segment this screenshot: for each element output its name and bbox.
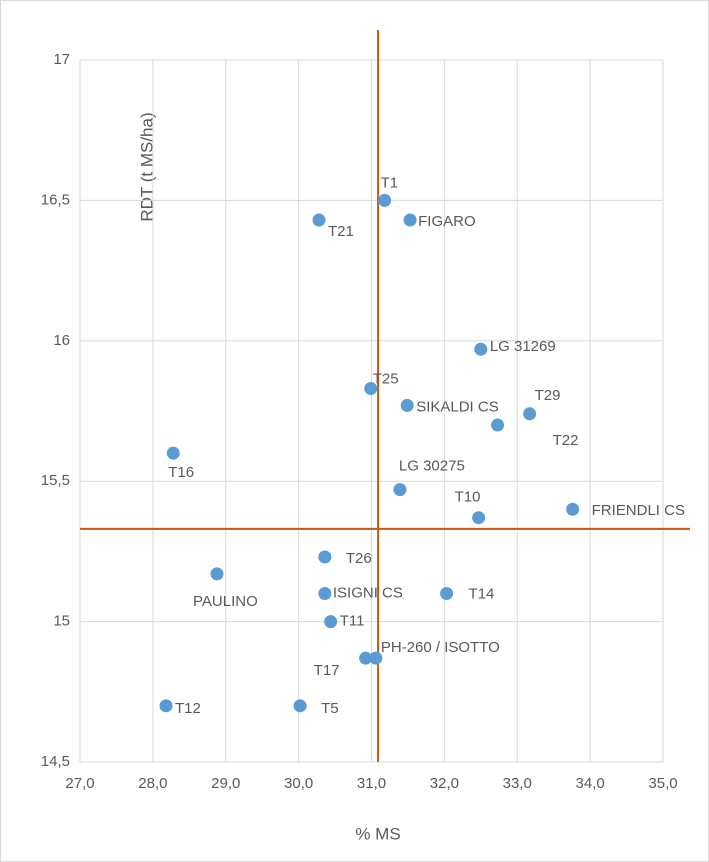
point-label: T11 xyxy=(340,613,365,630)
x-tick-label: 28,0 xyxy=(138,775,167,792)
point xyxy=(318,587,332,601)
y-tick-label: 17 xyxy=(53,51,70,68)
y-tick-label: 16 xyxy=(53,332,70,349)
point xyxy=(393,483,407,497)
y-tick-label: 16,5 xyxy=(41,191,70,208)
point-label: T12 xyxy=(175,700,201,717)
point xyxy=(400,398,414,412)
y-tick-label: 14,5 xyxy=(41,753,70,770)
point xyxy=(210,567,224,581)
point-label: ISIGNI CS xyxy=(333,584,403,601)
point-label: PH-260 / ISOTTO xyxy=(381,639,500,656)
point-label: T17 xyxy=(314,662,340,679)
point xyxy=(324,615,338,629)
point-label: T26 xyxy=(346,550,372,567)
point xyxy=(159,699,173,713)
point xyxy=(523,407,537,421)
point xyxy=(378,193,392,207)
x-tick-label: 35,0 xyxy=(648,775,677,792)
x-tick-label: 31,0 xyxy=(357,775,386,792)
point xyxy=(318,550,332,564)
point xyxy=(472,511,486,525)
point-label: SIKALDI CS xyxy=(416,398,499,415)
y-tick-label: 15 xyxy=(53,613,70,630)
point xyxy=(440,587,454,601)
x-tick-label: 29,0 xyxy=(211,775,240,792)
point-label: LG 30275 xyxy=(399,458,465,475)
point xyxy=(403,213,417,227)
x-tick-label: 32,0 xyxy=(430,775,459,792)
point xyxy=(359,651,373,665)
point-label: T16 xyxy=(168,464,194,481)
y-axis-title: RDT (t MS/ha) xyxy=(137,112,156,221)
point-label: T21 xyxy=(328,223,354,240)
y-tick-label: 15,5 xyxy=(41,472,70,489)
x-tick-label: 27,0 xyxy=(65,775,94,792)
point-label: T10 xyxy=(455,489,481,506)
x-tick-label: 33,0 xyxy=(503,775,532,792)
point-label: LG 31269 xyxy=(490,338,556,355)
x-axis-title: % MS xyxy=(355,824,400,843)
point-label: FRIENDLI CS xyxy=(592,502,685,519)
point-label: FIGARO xyxy=(418,213,476,230)
point-label: T14 xyxy=(469,585,495,602)
point-label: T29 xyxy=(535,387,561,404)
point-label: T22 xyxy=(553,432,579,449)
point xyxy=(566,502,580,516)
point-label: PAULINO xyxy=(193,593,258,610)
point-label: T5 xyxy=(321,700,339,717)
point xyxy=(293,699,307,713)
point xyxy=(166,446,180,460)
point xyxy=(312,213,326,227)
point xyxy=(474,342,488,356)
point xyxy=(364,382,378,396)
point xyxy=(369,651,383,665)
x-tick-label: 34,0 xyxy=(576,775,605,792)
point-label: T25 xyxy=(373,371,399,388)
point xyxy=(491,418,505,432)
x-tick-label: 30,0 xyxy=(284,775,313,792)
point-label: T1 xyxy=(381,174,399,191)
